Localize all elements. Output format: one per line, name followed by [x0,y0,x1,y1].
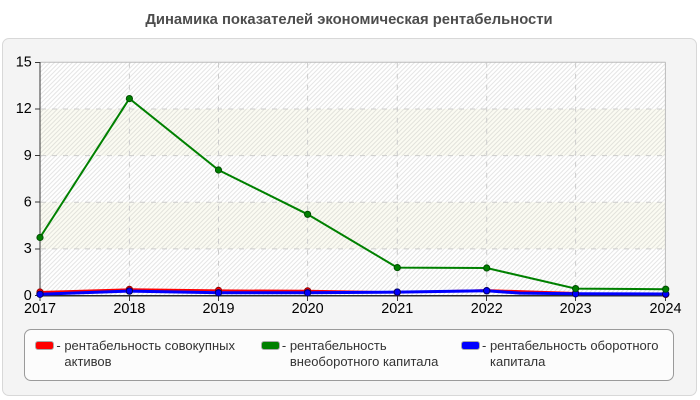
svg-text:2018: 2018 [113,301,145,317]
svg-text:2023: 2023 [560,301,592,317]
svg-text:2020: 2020 [292,301,324,317]
svg-text:2017: 2017 [24,301,56,317]
svg-text:9: 9 [24,148,32,164]
svg-text:12: 12 [16,101,32,117]
svg-text:2021: 2021 [381,301,413,317]
svg-text:0: 0 [24,288,32,304]
svg-text:2019: 2019 [202,301,234,317]
svg-text:2022: 2022 [471,301,503,317]
svg-text:2024: 2024 [649,301,681,317]
svg-text:3: 3 [24,241,32,257]
svg-text:6: 6 [24,195,32,211]
svg-text:15: 15 [16,55,32,71]
